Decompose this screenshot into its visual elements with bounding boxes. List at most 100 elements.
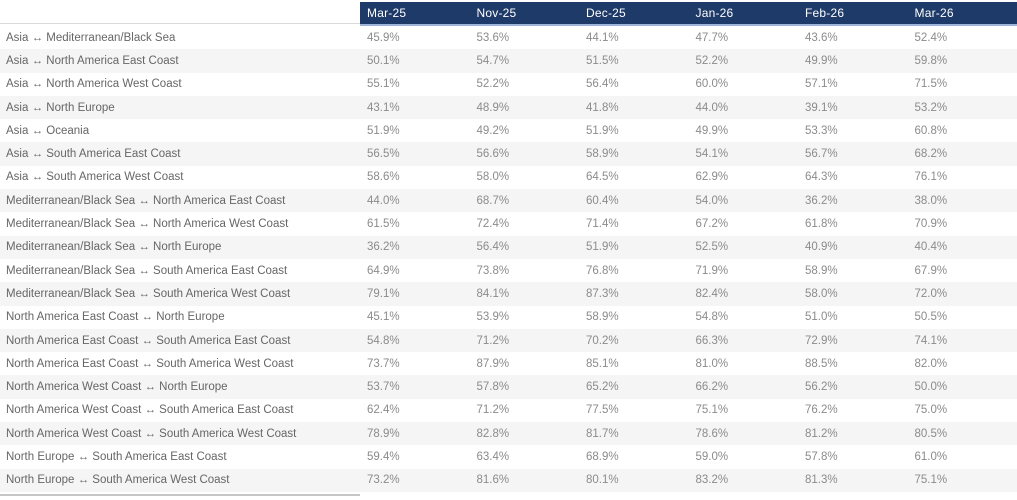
value-cell: 76.8% — [586, 264, 619, 277]
table-row: North America West Coast ↔ South America… — [0, 422, 1017, 446]
value-cell: 56.7% — [805, 148, 838, 161]
header-underline — [360, 24, 1017, 26]
table-row: North America West Coast ↔ North Europe 5… — [0, 375, 1017, 399]
value-cell: 80.1% — [586, 474, 619, 487]
row-label: North Europe ↔ South America East Coast — [6, 450, 227, 463]
row-label: Asia ↔ North America West Coast — [6, 78, 182, 91]
table-header-row: Mar-25 Nov-25 Dec-25 Jan-26 Feb-26 Mar-26 — [0, 2, 1017, 24]
value-cell: 71.2% — [476, 404, 510, 417]
value-cell: 77.5% — [586, 404, 619, 417]
column-header-jan-26[interactable]: Jan-26 — [688, 2, 798, 24]
table-row: North Europe ↔ South America West Coast 7… — [0, 468, 1017, 492]
value-cell: 40.4% — [914, 241, 948, 254]
value-cell: 76.2% — [805, 404, 838, 417]
value-cell: 45.9% — [367, 31, 400, 44]
value-cell: 56.5% — [367, 148, 400, 161]
value-cell: 52.5% — [695, 241, 729, 254]
value-cell: 60.8% — [914, 124, 948, 137]
value-cell: 73.2% — [367, 474, 400, 487]
value-cell: 57.8% — [805, 450, 838, 463]
value-cell: 82.0% — [914, 357, 948, 370]
value-cell: 51.9% — [367, 124, 400, 137]
value-cell: 71.5% — [914, 78, 948, 91]
value-cell: 41.8% — [586, 101, 619, 114]
row-label: Mediterranean/Black Sea ↔ North America … — [6, 194, 286, 207]
value-cell: 57.1% — [805, 78, 838, 91]
value-cell: 73.8% — [476, 264, 510, 277]
value-cell: 75.0% — [914, 404, 948, 417]
bottom-border — [0, 494, 360, 496]
value-cell: 85.1% — [586, 357, 619, 370]
value-cell: 80.5% — [914, 427, 948, 440]
value-cell: 76.1% — [914, 171, 948, 184]
table-row: North America East Coast ↔ South America… — [0, 328, 1017, 353]
table-row: Asia ↔ North Europe 43.1% 48.9% 41.8% 44.0% 3… — [0, 95, 1017, 120]
value-cell: 50.0% — [914, 381, 948, 394]
value-cell: 45.1% — [367, 311, 400, 324]
value-cell: 68.9% — [586, 450, 619, 463]
value-cell: 62.9% — [695, 171, 729, 184]
table-row: Mediterranean/Black Sea ↔ South America … — [0, 258, 1017, 283]
value-cell: 66.3% — [695, 334, 729, 347]
value-cell: 81.3% — [805, 474, 838, 487]
row-label: Mediterranean/Black Sea ↔ South America … — [6, 287, 291, 300]
column-header-mar-25[interactable]: Mar-25 — [360, 2, 470, 24]
table-row: Mediterranean/Black Sea ↔ North Europe 36… — [0, 235, 1017, 259]
column-header-dec-25[interactable]: Dec-25 — [579, 2, 689, 24]
value-cell: 56.4% — [586, 78, 619, 91]
value-cell: 53.9% — [476, 311, 510, 324]
row-label: Mediterranean/Black Sea ↔ North America … — [6, 218, 289, 231]
value-cell: 56.2% — [805, 381, 838, 394]
value-cell: 39.1% — [805, 101, 838, 114]
value-cell: 84.1% — [476, 287, 510, 300]
value-cell: 67.2% — [695, 218, 729, 231]
value-cell: 44.0% — [695, 101, 729, 114]
table-body: Asia ↔ Mediterranean/Black Sea 45.9% 53.6%… — [0, 26, 1017, 492]
table-row: Asia ↔ North America East Coast 50.1% 54.7… — [0, 49, 1017, 73]
value-cell: 50.5% — [914, 311, 948, 324]
value-cell: 44.0% — [367, 194, 400, 207]
table-row: Asia ↔ South America East Coast 56.5% 56.6… — [0, 142, 1017, 166]
value-cell: 51.5% — [586, 54, 619, 67]
value-cell: 64.3% — [805, 171, 838, 184]
value-cell: 75.1% — [695, 404, 729, 417]
value-cell: 60.0% — [695, 78, 729, 91]
row-label: North America East Coast ↔ North Europe — [6, 311, 225, 324]
value-cell: 48.9% — [476, 101, 510, 114]
column-header-feb-26[interactable]: Feb-26 — [798, 2, 908, 24]
value-cell: 64.9% — [367, 264, 400, 277]
value-cell: 73.7% — [367, 357, 400, 370]
value-cell: 47.7% — [695, 31, 729, 44]
table-row: North America East Coast ↔ South America… — [0, 352, 1017, 376]
value-cell: 53.7% — [367, 381, 400, 394]
value-cell: 58.9% — [586, 148, 619, 161]
value-cell: 87.9% — [476, 357, 510, 370]
value-cell: 58.9% — [586, 311, 619, 324]
table-row: North America West Coast ↔ South America… — [0, 398, 1017, 423]
column-header-mar-26[interactable]: Mar-26 — [907, 2, 1017, 24]
value-cell: 68.2% — [914, 148, 948, 161]
value-cell: 43.1% — [367, 101, 400, 114]
value-cell: 81.2% — [805, 427, 838, 440]
value-cell: 79.1% — [367, 287, 400, 300]
value-cell: 58.0% — [805, 287, 838, 300]
value-cell: 54.1% — [695, 148, 729, 161]
value-cell: 78.6% — [695, 427, 729, 440]
table-row: Mediterranean/Black Sea ↔ North America … — [0, 189, 1017, 213]
value-cell: 59.8% — [914, 54, 948, 67]
value-cell: 36.2% — [805, 194, 838, 207]
header-spacer — [0, 2, 360, 24]
value-cell: 58.9% — [805, 264, 838, 277]
table-row: Asia ↔ North America West Coast 55.1% 52.2… — [0, 72, 1017, 96]
value-cell: 71.4% — [586, 218, 619, 231]
column-header-nov-25[interactable]: Nov-25 — [469, 2, 579, 24]
value-cell: 71.2% — [476, 334, 510, 347]
table-row: Asia ↔ South America West Coast 58.6% 58.0… — [0, 165, 1017, 190]
value-cell: 53.6% — [476, 31, 510, 44]
value-cell: 78.9% — [367, 427, 400, 440]
value-cell: 52.2% — [695, 54, 729, 67]
value-cell: 58.0% — [476, 171, 510, 184]
value-cell: 70.9% — [914, 218, 948, 231]
value-cell: 70.2% — [586, 334, 619, 347]
value-cell: 40.9% — [805, 241, 838, 254]
